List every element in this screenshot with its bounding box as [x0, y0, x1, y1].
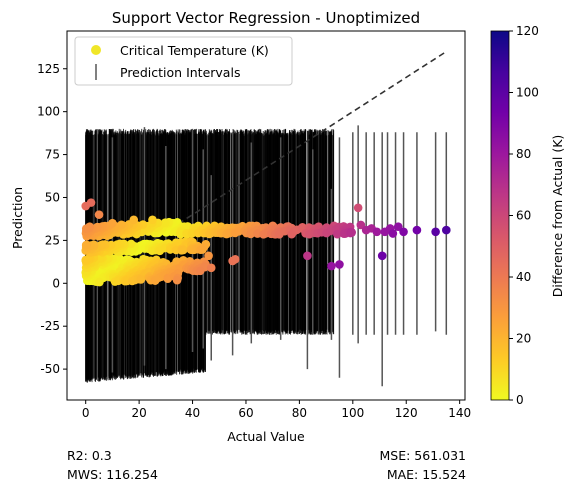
legend-label-critical-temperature: Critical Temperature (K)	[120, 43, 269, 58]
prediction-intervals	[85, 125, 448, 387]
y-tick-label: 0	[52, 276, 60, 290]
data-point	[287, 229, 296, 239]
x-tick-label: 20	[131, 406, 146, 420]
data-point	[431, 227, 440, 237]
colorbar-ticks: 0 20 40 60 80 100 120	[509, 24, 539, 407]
colorbar: 0 20 40 60 80 100 120 Difference from Actual (…	[490, 24, 565, 407]
data-point	[372, 227, 382, 237]
x-axis: 0 20 40 60 80 100 120 140	[82, 400, 471, 420]
y-axis-label: Prediction	[10, 187, 25, 249]
data-point	[347, 228, 356, 237]
x-tick-label: 0	[82, 406, 90, 420]
y-axis: -50 -25 0 25 50 75 100 125	[37, 62, 67, 376]
colorbar-tick-label: 40	[516, 270, 531, 284]
data-point	[187, 229, 197, 238]
data-point	[204, 251, 213, 261]
x-tick-label: 140	[448, 406, 471, 420]
mae-stat: MAE: 15.524	[386, 467, 466, 482]
y-tick-label: 125	[37, 62, 60, 76]
plot-frame	[66, 30, 466, 401]
data-point	[95, 277, 104, 287]
data-point	[335, 260, 344, 269]
y-tick-label: 50	[45, 190, 60, 204]
data-point	[303, 251, 312, 261]
data-point	[412, 225, 422, 235]
colorbar-tick-label: 100	[516, 86, 539, 100]
colorbar-tick-label: 60	[516, 209, 531, 223]
data-point	[81, 255, 91, 265]
data-point	[148, 215, 157, 225]
data-point	[179, 245, 188, 255]
data-point	[399, 227, 408, 237]
data-point	[94, 210, 104, 219]
mws-stat: MWS: 116.254	[67, 467, 158, 482]
data-point	[108, 218, 117, 228]
legend-label-prediction-intervals: Prediction Intervals	[120, 65, 240, 80]
data-point	[393, 222, 403, 231]
data-point	[353, 203, 363, 213]
x-tick-label: 100	[341, 406, 364, 420]
chart: Support Vector Regression - Unoptimized …	[10, 9, 565, 444]
scatter-points	[81, 198, 451, 287]
r2-stat: R2: 0.3	[67, 448, 112, 463]
y-tick-label: 100	[37, 105, 60, 119]
y-tick-label: -50	[40, 362, 60, 376]
data-point	[333, 229, 342, 239]
data-point	[198, 245, 207, 254]
data-point	[442, 225, 451, 235]
colorbar-tick-label: 80	[516, 147, 531, 161]
colorbar-label: Difference from Actual (K)	[550, 135, 565, 298]
data-point	[388, 229, 398, 238]
data-point	[356, 220, 366, 230]
colorbar-tick-label: 20	[516, 332, 531, 346]
colorbar-tick-label: 0	[516, 393, 524, 407]
data-point	[129, 215, 139, 225]
x-tick-label: 80	[292, 406, 307, 420]
legend-box	[74, 36, 293, 86]
legend: Critical Temperature (K) Prediction Inte…	[74, 36, 293, 86]
colorbar-tick-label: 120	[516, 24, 539, 38]
data-point	[81, 224, 91, 233]
mse-stat: MSE: 561.031	[379, 448, 467, 463]
x-tick-label: 60	[238, 406, 253, 420]
data-point	[136, 275, 146, 284]
data-point	[230, 254, 240, 264]
colorbar-gradient	[490, 30, 510, 401]
data-point	[81, 240, 91, 250]
x-tick-label: 120	[395, 406, 418, 420]
data-point	[172, 275, 182, 285]
data-point	[150, 276, 160, 285]
y-tick-label: -25	[40, 319, 60, 333]
data-point	[377, 251, 387, 261]
data-point	[327, 261, 336, 271]
data-point	[195, 266, 205, 276]
x-axis-label: Actual Value	[227, 429, 305, 444]
data-point	[86, 198, 96, 207]
data-point	[206, 263, 216, 273]
y-tick-label: 25	[45, 233, 60, 247]
x-tick-label: 40	[185, 406, 200, 420]
y-tick-label: 75	[45, 148, 60, 162]
chart-title: Support Vector Regression - Unoptimized	[112, 9, 420, 27]
legend-point-marker	[91, 45, 101, 55]
